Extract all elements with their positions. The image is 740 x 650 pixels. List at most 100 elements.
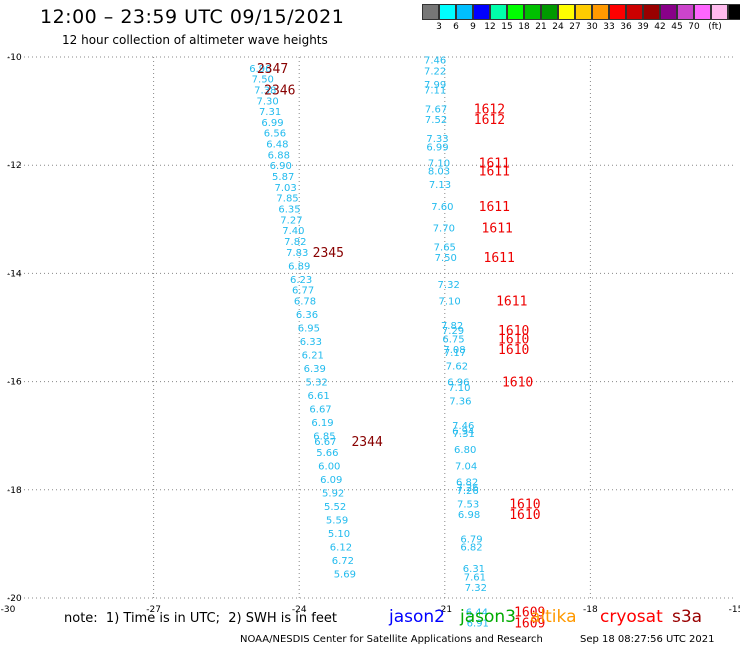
data-point-label: 7.85 [276, 194, 298, 205]
data-point-label: 7.60 [431, 202, 453, 213]
data-point-label: 7.22 [424, 67, 446, 78]
data-point-label: 7.31 [453, 429, 475, 440]
data-point-label: 6.31 [463, 564, 485, 575]
footer-timestamp: Sep 18 08:27:56 UTC 2021 [580, 634, 715, 645]
data-point-label: 6.82 [456, 478, 478, 489]
data-point-label: 6.95 [298, 324, 320, 335]
data-point-label: 6.77 [292, 286, 314, 297]
y-tick-label: -20 [7, 594, 22, 604]
colorbar-tick-label: 36 [620, 22, 632, 32]
x-tick-label: -30 [1, 605, 16, 615]
colorbar-cell [422, 4, 439, 20]
data-point-label: 6.67 [309, 405, 331, 416]
data-point-label: 7.11 [424, 85, 446, 96]
data-point-label: 7.10 [439, 296, 461, 307]
data-point-label: 7.38 [254, 85, 276, 96]
colorbar-tick-label: 3 [436, 22, 442, 32]
colorbar-cell [660, 4, 677, 20]
y-tick-label: -10 [7, 53, 22, 63]
time-label: 1610 [509, 508, 540, 523]
data-point-label: 6.36 [296, 310, 318, 321]
legend-entry-altika: altika [530, 607, 577, 627]
data-point-label: 5.52 [324, 502, 346, 513]
time-label: 1609 [514, 606, 545, 621]
y-tick-label: -18 [7, 486, 22, 496]
colorbar-cell [694, 4, 711, 20]
colorbar-cell [711, 4, 728, 20]
data-point-label: 7.50 [435, 253, 457, 264]
data-point-label: 5.59 [326, 516, 348, 527]
colorbar-tick-label: 45 [671, 22, 683, 32]
y-tick-label: -12 [7, 161, 22, 171]
colorbar-cell [575, 4, 592, 20]
colorbar-cell [626, 4, 643, 20]
data-point-label: 7.70 [433, 223, 455, 234]
data-point-label: 6.61 [307, 391, 329, 402]
y-tick-label: -14 [7, 269, 22, 279]
time-label: 1610 [498, 324, 529, 339]
data-point-label: 6.48 [266, 140, 288, 151]
data-point-label: 6.72 [332, 556, 354, 567]
y-tick-label: -16 [7, 378, 22, 388]
data-point-label: 7.52 [425, 115, 447, 126]
time-label: 1611 [496, 294, 527, 309]
data-point-label: 7.62 [446, 361, 468, 372]
data-point-label: 7.31 [259, 107, 281, 118]
data-point-label: 7.46 [424, 56, 446, 67]
data-point-label: 6.99 [261, 118, 283, 129]
data-point-label: 6.79 [460, 534, 482, 545]
data-point-label: 7.46 [452, 421, 474, 432]
data-point-label: 7.50 [252, 75, 274, 86]
data-point-label: 7.13 [429, 180, 451, 191]
data-point-label: 7.10 [448, 383, 470, 394]
data-point-label: 6.56 [264, 129, 286, 140]
data-point-label: 6.96 [447, 378, 469, 389]
legend-entry-jason2: jason2 [389, 607, 445, 627]
data-point-label: 6.35 [278, 204, 300, 215]
colorbar-tick-label: 42 [654, 22, 666, 32]
data-point-label: 7.32 [438, 280, 460, 291]
colorbar-tick-label: 39 [637, 22, 649, 32]
data-point-label: 6.96 [249, 64, 271, 75]
colorbar-tick-label: 12 [484, 22, 496, 32]
time-label: 2345 [313, 246, 344, 261]
colorbar-cell [473, 4, 490, 20]
data-point-label: 6.78 [294, 296, 316, 307]
data-point-label: 5.87 [272, 172, 294, 183]
data-point-label: 8.03 [428, 167, 450, 178]
time-label: 1609 [514, 616, 545, 631]
data-point-label: 6.19 [311, 418, 333, 429]
time-label: 1611 [479, 200, 510, 215]
data-point-label: 7.99 [424, 80, 446, 91]
colorbar-cell [677, 4, 694, 20]
data-point-label: 5.10 [328, 529, 350, 540]
colorbar-tick-label: 21 [535, 22, 547, 32]
colorbar-tick-label: 24 [552, 22, 564, 32]
data-point-label: 7.67 [425, 104, 447, 115]
time-label: 1611 [479, 156, 510, 171]
data-point-label: 5.32 [306, 378, 328, 389]
x-tick-label: -21 [437, 605, 452, 615]
data-point-label: 7.26 [456, 486, 478, 497]
time-label: 1612 [474, 113, 505, 128]
data-point-label: 7.82 [441, 321, 463, 332]
data-point-label: 7.08 [443, 345, 465, 356]
x-tick-label: -15 [729, 605, 740, 615]
data-point-label: 6.09 [320, 475, 342, 486]
data-point-label: 6.00 [318, 461, 340, 472]
data-point-label: 6.33 [300, 337, 322, 348]
colorbar-cell [524, 4, 541, 20]
legend-entry-jason3: jason3 [460, 607, 516, 627]
data-point-label: 6.12 [330, 543, 352, 554]
data-point-label: 6.99 [426, 142, 448, 153]
colorbar-cell [507, 4, 524, 20]
data-point-label: 6.91 [467, 618, 489, 629]
x-tick-label: -24 [292, 605, 307, 615]
chart-title: 12:00 – 23:59 UTC 09/15/2021 [40, 6, 345, 28]
data-point-label: 6.85 [313, 432, 335, 443]
data-point-label: 6.89 [288, 261, 310, 272]
colorbar-tick-label: 70 [688, 22, 700, 32]
time-label: 1611 [479, 165, 510, 180]
x-tick-label: -27 [146, 605, 161, 615]
data-point-label: 7.40 [282, 226, 304, 237]
